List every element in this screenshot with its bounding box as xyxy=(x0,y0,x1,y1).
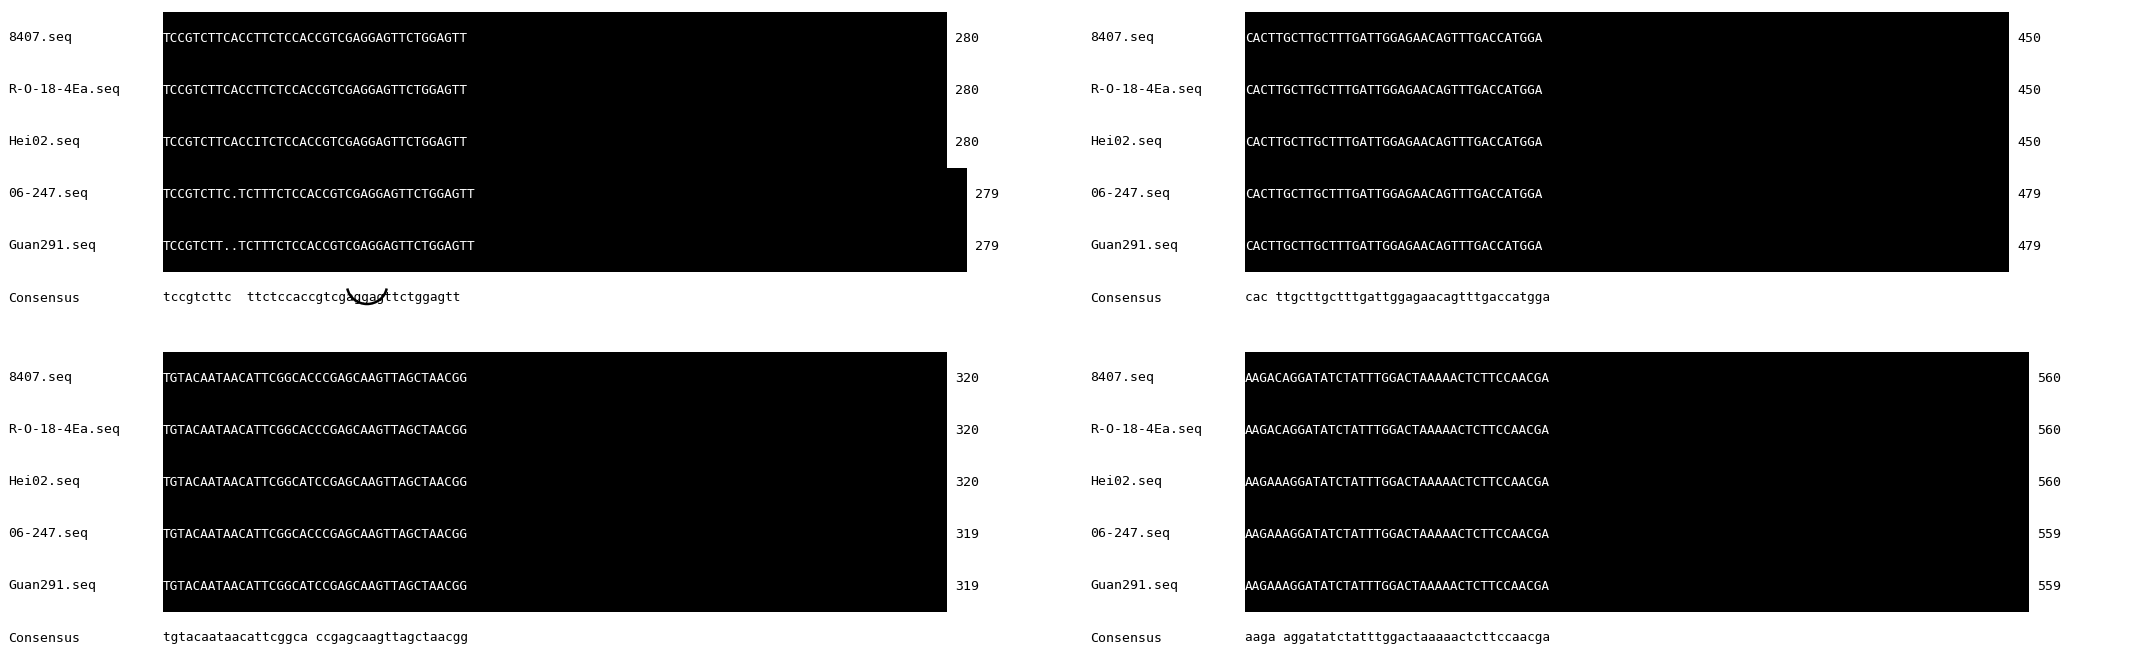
Bar xyxy=(1245,352,2029,404)
Text: CACTTGCTTGCTTTGATTGGAGAACAGTTTGACCATGGA: CACTTGCTTGCTTTGATTGGAGAACAGTTTGACCATGGA xyxy=(1245,31,1542,44)
Text: 450: 450 xyxy=(2018,136,2042,148)
Text: 319: 319 xyxy=(955,579,979,592)
Text: 280: 280 xyxy=(955,31,979,44)
Text: CACTTGCTTGCTTTGATTGGAGAACAGTTTGACCATGGA: CACTTGCTTGCTTTGATTGGAGAACAGTTTGACCATGGA xyxy=(1245,84,1542,97)
Text: 06-247.seq: 06-247.seq xyxy=(1091,528,1170,541)
Bar xyxy=(163,116,947,168)
Text: 280: 280 xyxy=(955,136,979,148)
Bar xyxy=(163,508,947,560)
Text: Consensus: Consensus xyxy=(9,631,79,645)
Text: 450: 450 xyxy=(2018,84,2042,97)
Text: R-O-18-4Ea.seq: R-O-18-4Ea.seq xyxy=(9,84,120,97)
Text: R-O-18-4Ea.seq: R-O-18-4Ea.seq xyxy=(1091,424,1202,436)
Text: 8407.seq: 8407.seq xyxy=(9,372,73,385)
Text: 479: 479 xyxy=(2018,240,2042,253)
Text: AAGACAGGATATCTATTTGGACTAAAAACTCTTCCAACGA: AAGACAGGATATCTATTTGGACTAAAAACTCTTCCAACGA xyxy=(1245,372,1550,385)
Text: 560: 560 xyxy=(2038,475,2061,488)
Text: Consensus: Consensus xyxy=(1091,291,1162,304)
Bar xyxy=(1245,456,2029,508)
Text: 479: 479 xyxy=(2018,187,2042,200)
Text: CACTTGCTTGCTTTGATTGGAGAACAGTTTGACCATGGA: CACTTGCTTGCTTTGATTGGAGAACAGTTTGACCATGGA xyxy=(1245,187,1542,200)
Text: Guan291.seq: Guan291.seq xyxy=(9,240,97,253)
Text: 320: 320 xyxy=(955,475,979,488)
Text: 320: 320 xyxy=(955,424,979,436)
Text: Hei02.seq: Hei02.seq xyxy=(1091,475,1162,488)
Text: 559: 559 xyxy=(2038,528,2061,541)
Bar xyxy=(163,64,947,116)
Bar xyxy=(163,352,947,404)
Text: 06-247.seq: 06-247.seq xyxy=(9,528,88,541)
Text: TCCGTCTTC.TCTTTCTCCACCGTCGAGGAGTTCTGGAGTT: TCCGTCTTC.TCTTTCTCCACCGTCGAGGAGTTCTGGAGT… xyxy=(163,187,477,200)
Text: TGTACAATAACATTCGGCATCCGAGCAAGTTAGCTAACGG: TGTACAATAACATTCGGCATCCGAGCAAGTTAGCTAACGG xyxy=(163,579,468,592)
Text: Consensus: Consensus xyxy=(1091,631,1162,645)
Bar xyxy=(163,12,947,64)
Text: 560: 560 xyxy=(2038,424,2061,436)
Text: CACTTGCTTGCTTTGATTGGAGAACAGTTTGACCATGGA: CACTTGCTTGCTTTGATTGGAGAACAGTTTGACCATGGA xyxy=(1245,240,1542,253)
Text: AAGACAGGATATCTATTTGGACTAAAAACTCTTCCAACGA: AAGACAGGATATCTATTTGGACTAAAAACTCTTCCAACGA xyxy=(1245,424,1550,436)
Text: R-O-18-4Ea.seq: R-O-18-4Ea.seq xyxy=(1091,84,1202,97)
Bar xyxy=(1245,64,2010,116)
Text: AAGAAAGGATATCTATTTGGACTAAAAACTCTTCCAACGA: AAGAAAGGATATCTATTTGGACTAAAAACTCTTCCAACGA xyxy=(1245,475,1550,488)
Text: TGTACAATAACATTCGGCACCCGAGCAAGTTAGCTAACGG: TGTACAATAACATTCGGCACCCGAGCAAGTTAGCTAACGG xyxy=(163,528,468,541)
Text: 450: 450 xyxy=(2018,31,2042,44)
Bar xyxy=(163,560,947,612)
Text: 319: 319 xyxy=(955,528,979,541)
Text: tccgtcttc  ttctccaccgtcgaggagttctggagtt: tccgtcttc ttctccaccgtcgaggagttctggagtt xyxy=(163,291,459,304)
Text: TCCGTCTT..TCTTTCTCCACCGTCGAGGAGTTCTGGAGTT: TCCGTCTT..TCTTTCTCCACCGTCGAGGAGTTCTGGAGT… xyxy=(163,240,477,253)
Text: AAGAAAGGATATCTATTTGGACTAAAAACTCTTCCAACGA: AAGAAAGGATATCTATTTGGACTAAAAACTCTTCCAACGA xyxy=(1245,528,1550,541)
Bar xyxy=(163,220,966,272)
Bar xyxy=(163,168,966,220)
Bar xyxy=(163,404,947,456)
Text: TGTACAATAACATTCGGCACCCGAGCAAGTTAGCTAACGG: TGTACAATAACATTCGGCACCCGAGCAAGTTAGCTAACGG xyxy=(163,424,468,436)
Text: Consensus: Consensus xyxy=(9,291,79,304)
Text: 8407.seq: 8407.seq xyxy=(1091,372,1153,385)
Text: Guan291.seq: Guan291.seq xyxy=(1091,240,1179,253)
Text: Hei02.seq: Hei02.seq xyxy=(1091,136,1162,148)
Text: TGTACAATAACATTCGGCATCCGAGCAAGTTAGCTAACGG: TGTACAATAACATTCGGCATCCGAGCAAGTTAGCTAACGG xyxy=(163,475,468,488)
Bar xyxy=(163,456,947,508)
Text: Hei02.seq: Hei02.seq xyxy=(9,136,79,148)
Text: TCCGTCTTCACCTTCTCCACCGTCGAGGAGTTCTGGAGTT: TCCGTCTTCACCTTCTCCACCGTCGAGGAGTTCTGGAGTT xyxy=(163,31,468,44)
Text: TCCGTCTTCACCTTCTCCACCGTCGAGGAGTTCTGGAGTT: TCCGTCTTCACCTTCTCCACCGTCGAGGAGTTCTGGAGTT xyxy=(163,84,468,97)
Bar xyxy=(1245,12,2010,64)
Text: 280: 280 xyxy=(955,84,979,97)
Bar xyxy=(1245,168,2010,220)
Text: Guan291.seq: Guan291.seq xyxy=(9,579,97,592)
Text: TGTACAATAACATTCGGCACCCGAGCAAGTTAGCTAACGG: TGTACAATAACATTCGGCACCCGAGCAAGTTAGCTAACGG xyxy=(163,372,468,385)
Text: 8407.seq: 8407.seq xyxy=(1091,31,1153,44)
Text: Hei02.seq: Hei02.seq xyxy=(9,475,79,488)
Text: 560: 560 xyxy=(2038,372,2061,385)
Text: R-O-18-4Ea.seq: R-O-18-4Ea.seq xyxy=(9,424,120,436)
Text: AAGAAAGGATATCTATTTGGACTAAAAACTCTTCCAACGA: AAGAAAGGATATCTATTTGGACTAAAAACTCTTCCAACGA xyxy=(1245,579,1550,592)
Text: aaga aggatatctatttggactaaaaactcttccaacga: aaga aggatatctatttggactaaaaactcttccaacga xyxy=(1245,631,1550,645)
Bar xyxy=(1245,404,2029,456)
Text: 8407.seq: 8407.seq xyxy=(9,31,73,44)
Text: 279: 279 xyxy=(975,240,998,253)
Text: 06-247.seq: 06-247.seq xyxy=(1091,187,1170,200)
Text: 279: 279 xyxy=(975,187,998,200)
Bar xyxy=(1245,220,2010,272)
Bar xyxy=(1245,560,2029,612)
Bar xyxy=(1245,508,2029,560)
Text: Guan291.seq: Guan291.seq xyxy=(1091,579,1179,592)
Text: 06-247.seq: 06-247.seq xyxy=(9,187,88,200)
Text: 559: 559 xyxy=(2038,579,2061,592)
Text: cac ttgcttgctttgattggagaacagtttgaccatgga: cac ttgcttgctttgattggagaacagtttgaccatgga xyxy=(1245,291,1550,304)
Bar xyxy=(1245,116,2010,168)
Text: tgtacaataacattcggca ccgagcaagttagctaacgg: tgtacaataacattcggca ccgagcaagttagctaacgg xyxy=(163,631,468,645)
Text: CACTTGCTTGCTTTGATTGGAGAACAGTTTGACCATGGA: CACTTGCTTGCTTTGATTGGAGAACAGTTTGACCATGGA xyxy=(1245,136,1542,148)
Text: TCCGTCTTCACCITCTCCACCGTCGAGGAGTTCTGGAGTT: TCCGTCTTCACCITCTCCACCGTCGAGGAGTTCTGGAGTT xyxy=(163,136,468,148)
Text: 320: 320 xyxy=(955,372,979,385)
